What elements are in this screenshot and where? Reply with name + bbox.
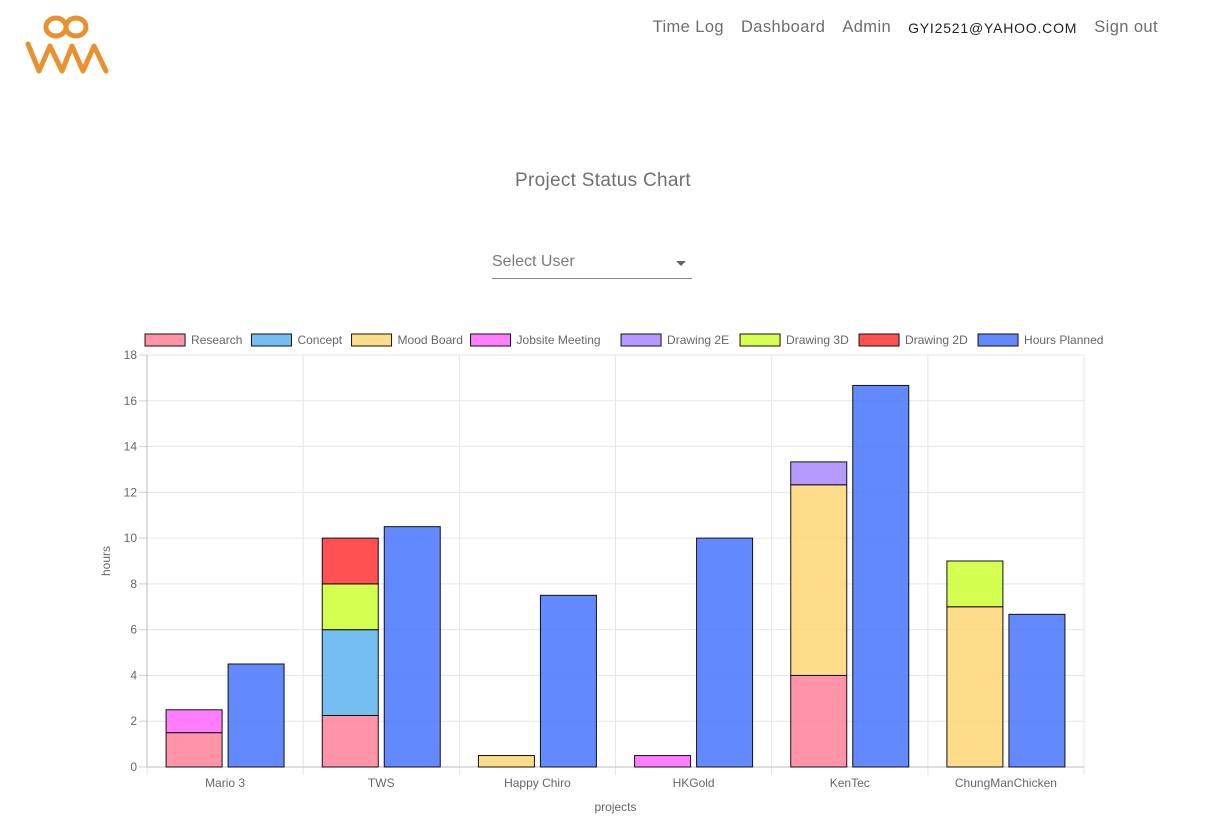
bar-hours-planned[interactable] — [696, 537, 754, 768]
user-select[interactable]: Select User — [492, 250, 692, 279]
y-tick-label: 18 — [124, 348, 138, 362]
bar-hours-planned[interactable] — [1008, 613, 1066, 768]
nav-time-log[interactable]: Time Log — [652, 18, 724, 36]
legend-label[interactable]: Drawing 3D — [786, 333, 849, 347]
nav-user-email[interactable]: GYI2521@YAHOO.COM — [908, 19, 1078, 36]
top-nav: Time Log Dashboard Admin GYI2521@YAHOO.C… — [653, 18, 1158, 37]
x-tick-label: TWS — [368, 776, 395, 790]
y-axis-title: hours — [99, 546, 113, 576]
bar-jobsite-meeting[interactable] — [634, 755, 692, 768]
y-tick-label: 4 — [130, 668, 137, 682]
x-tick-label: Happy Chiro — [504, 776, 571, 790]
legend-swatch-hours-planned[interactable] — [977, 333, 1019, 347]
bar-hours-planned[interactable] — [539, 594, 597, 768]
legend-swatch-jobsite-meeting[interactable] — [470, 333, 512, 347]
legend-swatch-research[interactable] — [144, 333, 186, 347]
y-tick-label: 16 — [124, 394, 138, 408]
bar-mood-board[interactable] — [477, 755, 535, 768]
bar-drawing-2d[interactable] — [321, 537, 379, 585]
legend-swatch-concept[interactable] — [250, 333, 292, 347]
bar-drawing-3d[interactable] — [946, 560, 1004, 608]
legend-swatch-drawing-3d[interactable] — [739, 333, 781, 347]
legend-label[interactable]: Drawing 2D — [905, 333, 968, 347]
bar-concept[interactable] — [321, 629, 379, 716]
company-logo — [25, 15, 109, 74]
y-tick-label: 14 — [124, 440, 138, 454]
legend-label[interactable]: Hours Planned — [1024, 333, 1103, 347]
bar-hours-planned[interactable] — [383, 526, 441, 768]
y-tick-label: 12 — [124, 485, 138, 499]
nav-sign-out[interactable]: Sign out — [1094, 18, 1158, 36]
y-tick-label: 0 — [130, 760, 137, 774]
legend-label[interactable]: Jobsite Meeting — [517, 333, 601, 347]
legend-swatch-mood-board[interactable] — [351, 333, 393, 347]
y-tick-label: 2 — [130, 714, 137, 728]
x-tick-label: HKGold — [673, 776, 715, 790]
bar-drawing-3d[interactable] — [321, 583, 379, 631]
x-tick-label: KenTec — [830, 776, 870, 790]
page-title: Project Status Chart — [514, 170, 692, 191]
bar-jobsite-meeting[interactable] — [165, 709, 223, 734]
project-status-chart: 0 2 4 6 8 10 12 14 16 18 Mario 3 TWS Happy Chiro HKGo… — [99, 333, 1103, 814]
bar-mood-board[interactable] — [946, 606, 1004, 768]
nav-dashboard[interactable]: Dashboard — [740, 18, 826, 36]
bar-drawing-2e[interactable] — [790, 461, 848, 486]
legend-label[interactable]: Research — [191, 333, 242, 347]
y-tick-label: 10 — [124, 531, 138, 545]
bar-research[interactable] — [321, 715, 379, 768]
legend-label[interactable]: Concept — [297, 333, 342, 347]
legend-label[interactable]: Mood Board — [398, 333, 463, 347]
y-tick-label: 6 — [130, 623, 137, 637]
legend-swatch-drawing-2e[interactable] — [620, 333, 662, 347]
legend-label[interactable]: Drawing 2E — [667, 333, 729, 347]
nav-admin[interactable]: Admin — [842, 18, 892, 36]
bar-research[interactable] — [165, 732, 223, 768]
x-axis-title: projects — [594, 800, 636, 814]
bar-hours-planned[interactable] — [227, 663, 285, 768]
y-tick-label: 8 — [130, 577, 137, 591]
bar-hours-planned[interactable] — [852, 384, 910, 768]
bar-mood-board[interactable] — [790, 484, 848, 676]
legend-swatch-drawing-2d[interactable] — [858, 333, 900, 347]
chevron-down-icon — [676, 261, 686, 266]
user-select-placeholder: Select User — [492, 253, 575, 270]
x-tick-label: Mario 3 — [205, 776, 245, 790]
x-tick-label: ChungManChicken — [955, 776, 1057, 790]
bar-research[interactable] — [790, 674, 848, 768]
